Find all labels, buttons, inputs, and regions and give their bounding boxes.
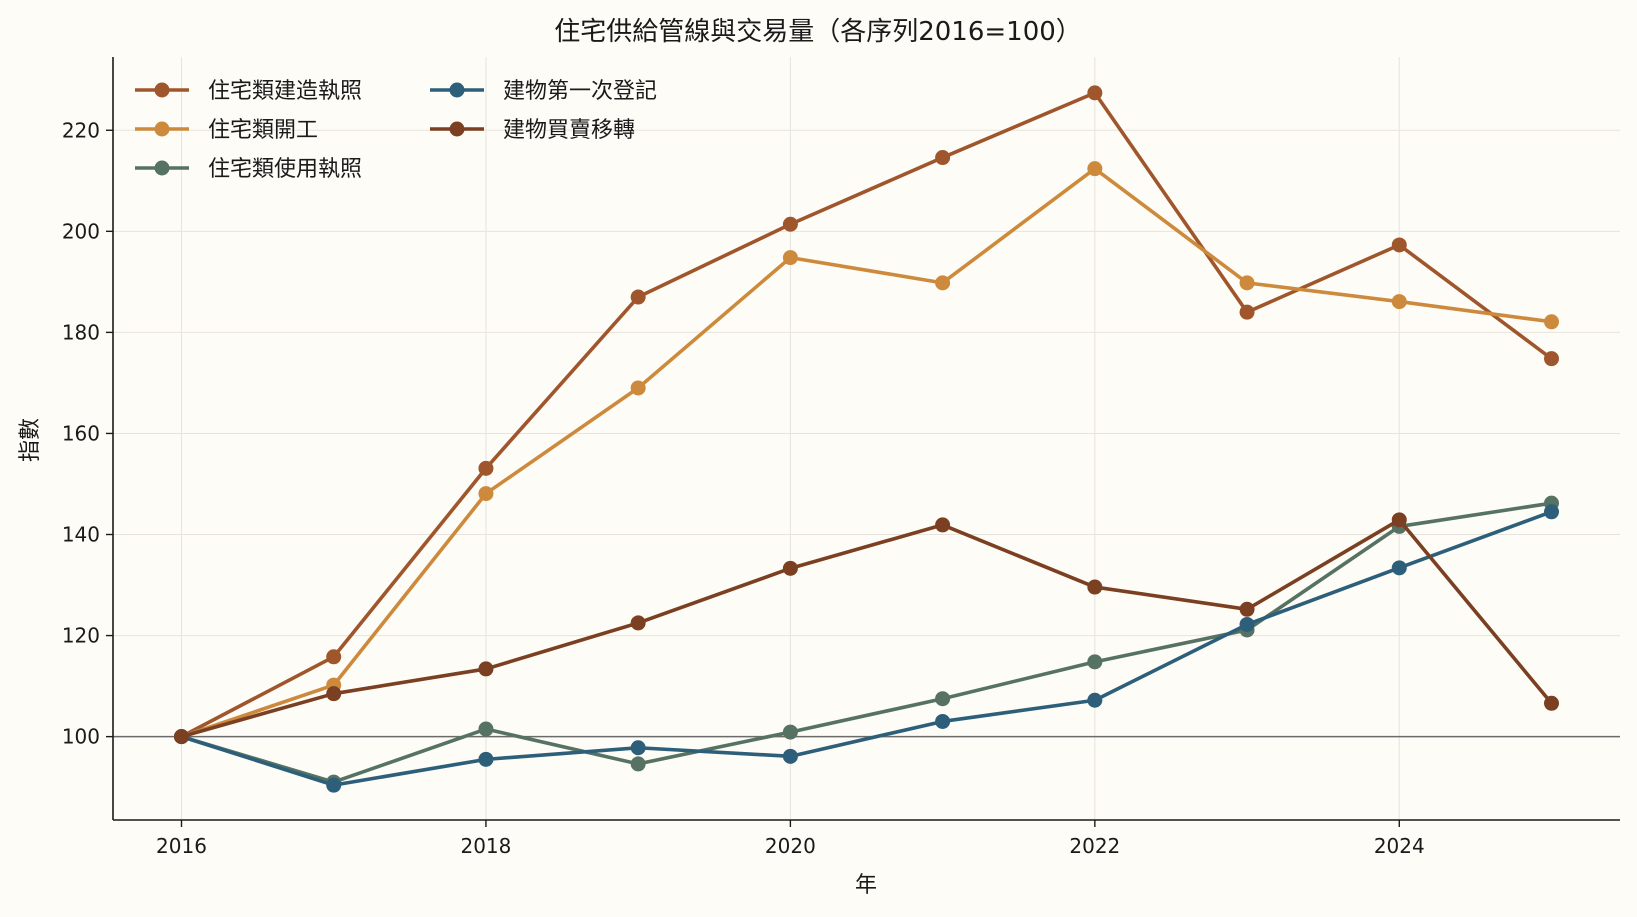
data-point-0-2019 bbox=[630, 289, 646, 305]
series-line-1 bbox=[180, 166, 1552, 739]
series-layer bbox=[174, 85, 1559, 793]
legend-item-3: 建物第一次登記 bbox=[430, 79, 657, 104]
data-point-0-2022 bbox=[1087, 85, 1103, 101]
data-point-1-2019 bbox=[630, 380, 646, 396]
y-tick-label-120: 120 bbox=[62, 624, 100, 648]
data-point-2-2018 bbox=[478, 721, 494, 737]
series-0 bbox=[174, 85, 1559, 745]
legend-marker-0 bbox=[154, 82, 170, 98]
x-tick-label-2022: 2022 bbox=[1069, 834, 1120, 858]
data-point-4-2021 bbox=[935, 517, 951, 533]
chart-title: 住宅供給管線與交易量（各序列2016=100） bbox=[554, 17, 1082, 47]
data-point-3-2022 bbox=[1087, 692, 1103, 708]
data-point-4-2024 bbox=[1391, 512, 1407, 528]
data-point-4-2020 bbox=[782, 560, 798, 576]
series-2 bbox=[174, 495, 1559, 790]
data-point-1-2021 bbox=[935, 275, 951, 291]
y-tick-label-160: 160 bbox=[62, 421, 100, 445]
legend-label-2: 住宅類使用執照 bbox=[208, 157, 362, 182]
data-point-4-2023 bbox=[1239, 601, 1255, 617]
data-point-2-2022 bbox=[1087, 654, 1103, 670]
data-point-3-2021 bbox=[935, 713, 951, 729]
data-point-1-2018 bbox=[478, 486, 494, 502]
data-point-4-2022 bbox=[1087, 579, 1103, 595]
data-point-0-2023 bbox=[1239, 304, 1255, 320]
y-tick-label-140: 140 bbox=[62, 523, 100, 547]
data-point-1-2024 bbox=[1391, 294, 1407, 310]
data-point-1-2020 bbox=[782, 250, 798, 266]
legend-label-4: 建物買賣移轉 bbox=[503, 118, 635, 143]
x-tick-label-2020: 2020 bbox=[765, 834, 816, 858]
series-line-0 bbox=[180, 91, 1553, 739]
series-line-3 bbox=[180, 510, 1553, 787]
legend-marker-3 bbox=[449, 82, 465, 98]
data-point-0-2024 bbox=[1391, 237, 1407, 253]
data-point-0-2018 bbox=[478, 460, 494, 476]
data-point-1-2022 bbox=[1087, 161, 1103, 177]
data-point-0-2025 bbox=[1544, 351, 1559, 367]
x-axis-label: 年 bbox=[855, 873, 877, 898]
y-axis-label: 指數 bbox=[18, 418, 43, 462]
legend-item-1: 住宅類開工 bbox=[135, 118, 318, 143]
series-4 bbox=[174, 512, 1559, 745]
series-line-4 bbox=[181, 518, 1553, 739]
legend-label-1: 住宅類開工 bbox=[208, 118, 318, 143]
data-point-0-2017 bbox=[326, 649, 342, 665]
data-point-4-2018 bbox=[478, 661, 494, 677]
legend-marker-1 bbox=[154, 121, 170, 137]
data-point-3-2017 bbox=[326, 777, 342, 793]
series-line-2 bbox=[180, 501, 1552, 784]
y-tick-label-220: 220 bbox=[62, 118, 100, 142]
data-point-3-2023 bbox=[1239, 616, 1255, 632]
y-tick-label-180: 180 bbox=[62, 320, 100, 344]
x-tick-label-2024: 2024 bbox=[1374, 834, 1425, 858]
legend-item-4: 建物買賣移轉 bbox=[430, 118, 635, 143]
data-point-4-2017 bbox=[326, 686, 342, 702]
y-tick-label-200: 200 bbox=[62, 219, 100, 243]
data-point-1-2025 bbox=[1544, 314, 1559, 330]
legend-item-2: 住宅類使用執照 bbox=[135, 157, 362, 182]
series-1 bbox=[174, 161, 1559, 745]
x-tick-label-2018: 2018 bbox=[460, 834, 511, 858]
data-point-3-2018 bbox=[478, 751, 494, 767]
data-point-1-2023 bbox=[1239, 275, 1255, 291]
legend-label-3: 建物第一次登記 bbox=[503, 79, 657, 104]
legend-marker-4 bbox=[449, 121, 465, 137]
data-point-3-2024 bbox=[1391, 560, 1407, 576]
legend-label-0: 住宅類建造執照 bbox=[208, 79, 362, 104]
data-point-3-2019 bbox=[630, 740, 646, 756]
legend-item-0: 住宅類建造執照 bbox=[135, 79, 362, 104]
data-point-3-2025 bbox=[1544, 504, 1559, 520]
x-tick-label-2016: 2016 bbox=[156, 834, 207, 858]
data-point-4-2019 bbox=[630, 615, 646, 631]
data-point-2-2021 bbox=[935, 691, 951, 707]
data-point-4-2016 bbox=[174, 729, 189, 745]
data-point-2-2019 bbox=[630, 756, 646, 772]
data-point-4-2025 bbox=[1544, 695, 1559, 711]
data-point-2-2020 bbox=[782, 724, 798, 740]
data-point-0-2020 bbox=[782, 216, 798, 232]
legend-marker-2 bbox=[154, 160, 170, 176]
axes: 2016 2018 2020 2022 2024 100 120 140 160 180 200 22… bbox=[62, 57, 1620, 858]
series-3 bbox=[174, 504, 1559, 793]
data-point-3-2020 bbox=[782, 748, 798, 764]
y-tick-label-100: 100 bbox=[62, 725, 100, 749]
data-point-0-2021 bbox=[935, 150, 951, 166]
